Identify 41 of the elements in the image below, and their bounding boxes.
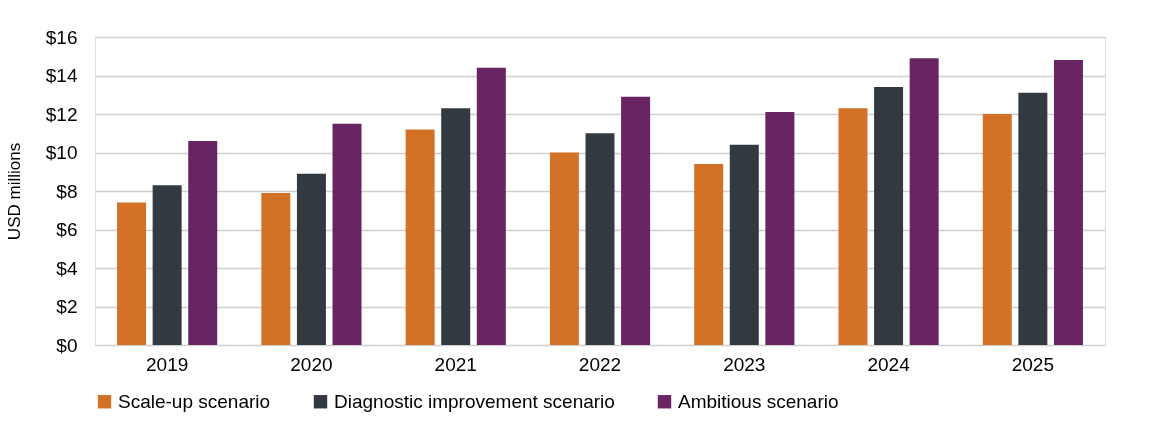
bar xyxy=(729,144,759,345)
bar xyxy=(549,152,579,345)
bar xyxy=(261,192,291,345)
bar xyxy=(117,202,147,345)
bar xyxy=(441,108,471,345)
y-tick-label: $12 xyxy=(45,103,78,125)
y-tick-label: $0 xyxy=(56,334,78,356)
bar xyxy=(909,58,939,345)
bar xyxy=(188,140,218,345)
y-tick-label: $8 xyxy=(56,180,78,202)
bar xyxy=(982,114,1012,345)
legend-label: Ambitious scenario xyxy=(678,390,839,412)
y-tick-label: $10 xyxy=(45,142,78,163)
legend-label: Diagnostic improvement scenario xyxy=(334,390,615,412)
bar xyxy=(621,96,651,345)
bar xyxy=(874,87,904,345)
bar xyxy=(838,108,868,345)
bar xyxy=(1053,60,1083,345)
bar xyxy=(296,173,326,345)
bar xyxy=(585,133,615,345)
x-tick-label: 2025 xyxy=(1011,353,1054,375)
x-tick-label: 2023 xyxy=(723,353,766,375)
x-tick-label: 2019 xyxy=(146,353,189,375)
bar xyxy=(152,185,182,345)
x-tick-label: 2024 xyxy=(867,353,911,375)
x-tick-label: 2021 xyxy=(434,353,477,375)
bar xyxy=(332,123,362,345)
bar xyxy=(694,164,724,345)
y-tick-label: $2 xyxy=(56,296,78,317)
bar xyxy=(765,112,795,345)
y-tick-label: $6 xyxy=(56,219,78,240)
x-tick-label: 2022 xyxy=(578,353,622,375)
bar xyxy=(1018,92,1048,345)
legend-label: Scale-up scenario xyxy=(118,390,271,412)
x-tick-label: 2020 xyxy=(290,353,333,375)
y-tick-label: $14 xyxy=(45,65,78,86)
bar xyxy=(476,67,506,345)
y-tick-label: $16 xyxy=(45,26,78,48)
bar xyxy=(405,129,435,345)
y-tick-label: $4 xyxy=(56,257,78,279)
y-axis-title: USD millions xyxy=(4,142,24,241)
